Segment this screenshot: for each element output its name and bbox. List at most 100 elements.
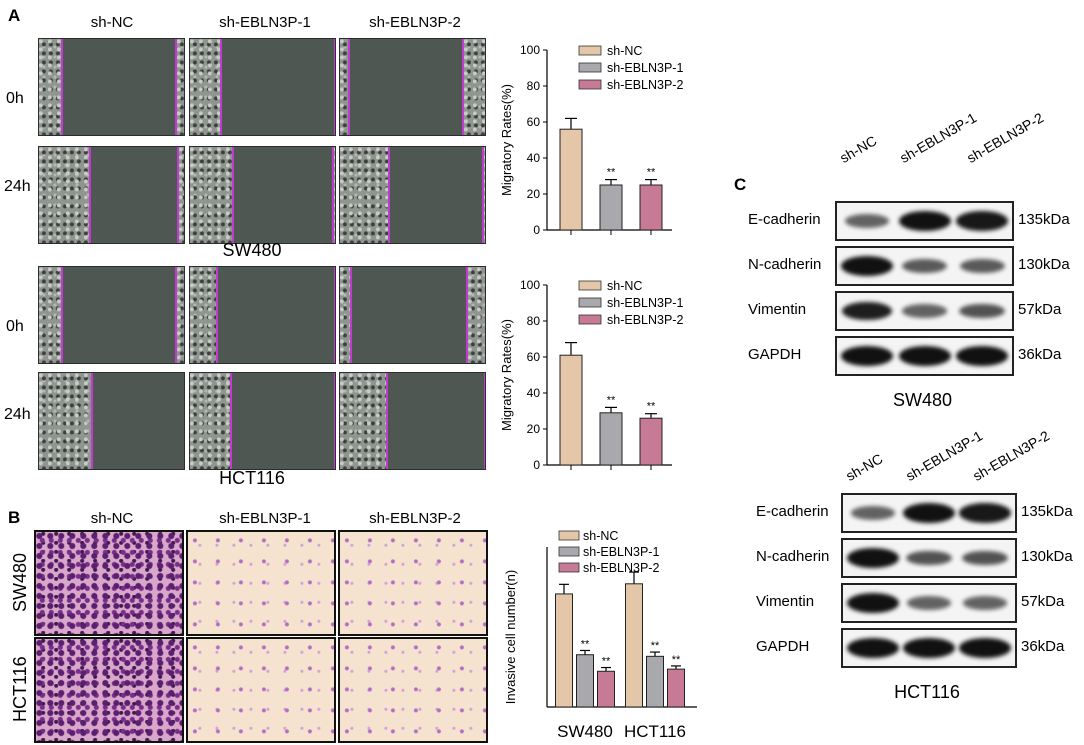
migration-chart-hct116: 0 20 40 60 80 100 Migratory Rates(%) ** ** sh-NC s…: [499, 278, 683, 472]
wound-image-hct116-24h-2: [189, 372, 336, 470]
band-sw480-vimentin-3: [959, 303, 1005, 319]
wound-image-sw480-0h-3: [339, 38, 486, 136]
panel-letter-a: A: [8, 6, 21, 25]
size-label-hct116-2: 130kDa: [1021, 548, 1073, 565]
band-sw480-e-cadherin-3: [956, 211, 1008, 231]
legend-swatch: [578, 45, 602, 56]
legend-swatch: [578, 62, 602, 73]
protein-label-hct116-1: E-cadherin: [756, 503, 829, 520]
bar-sh-EBLN3P-2: [639, 184, 663, 231]
legend-swatch: [558, 530, 580, 541]
y-tick-label: 80: [527, 314, 541, 328]
bar-sh-EBLN3P-2: [639, 417, 663, 466]
protein-label-sw480-4: GAPDH: [748, 346, 802, 363]
significance-label: **: [602, 656, 611, 668]
transwell-image-sw480-1: [34, 530, 184, 636]
band-hct116-e-cadherin-1: [850, 506, 896, 520]
bar-sh-NC: [559, 354, 583, 466]
band-hct116-gapdh-3: [959, 638, 1011, 658]
time-label-hct116-0h: 0h: [6, 318, 24, 335]
legend-entry: sh-NC: [607, 44, 642, 58]
size-label-hct116-3: 57kDa: [1021, 593, 1065, 610]
band-sw480-gapdh-2: [898, 346, 951, 366]
transwell-image-hct116-2: [186, 637, 336, 743]
y-axis-label: Migratory Rates(%): [499, 319, 514, 431]
migration-chart-sw480: 0 20 40 60 80 100 Migratory Rates(%) ** ** sh-NC s…: [499, 43, 683, 237]
band-sw480-gapdh-3: [956, 346, 1008, 366]
band-hct116-vimentin-3: [962, 596, 1008, 610]
bar-SW480-sh-NC: [555, 593, 573, 708]
y-tick-label: 100: [520, 43, 540, 57]
protein-label-sw480-1: E-cadherin: [748, 211, 821, 228]
protein-label-hct116-4: GAPDH: [756, 638, 810, 655]
legend-swatch: [578, 79, 602, 90]
wound-image-sw480-24h-1: [38, 146, 185, 244]
y-tick-label: 0: [533, 458, 540, 472]
cell-line-label-a-hct116: HCT116: [219, 468, 285, 488]
band-sw480-e-cadherin-2: [898, 211, 951, 231]
band-hct116-n-cadherin-3: [962, 550, 1008, 566]
wound-image-sw480-24h-3: [339, 146, 486, 244]
bar-HCT116-sh-EBLN3P-1: [646, 655, 664, 708]
size-label-sw480-3: 57kDa: [1018, 301, 1062, 318]
wound-image-hct116-0h-2: [189, 266, 336, 364]
y-tick-label: 40: [527, 151, 541, 165]
cell-line-label-c-hct116: HCT116: [894, 682, 960, 702]
blot-strip-hct116-e-cadherin: [841, 493, 1017, 533]
legend-swatch: [558, 546, 580, 557]
time-label-sw480-24h: 24h: [4, 178, 31, 195]
row-label-b-sw480: SW480: [10, 552, 30, 612]
protein-label-sw480-3: Vimentin: [748, 301, 807, 318]
band-sw480-n-cadherin-2: [902, 259, 947, 273]
wound-image-sw480-24h-2: [189, 146, 336, 244]
wound-image-hct116-24h-3: [339, 372, 486, 470]
panel-letter-b: B: [8, 508, 21, 527]
y-tick-label: 40: [527, 386, 541, 400]
lane-label-sw480-1: sh-NC: [837, 132, 880, 166]
transwell-image-hct116-3: [338, 637, 488, 743]
bar-HCT116-sh-NC: [625, 583, 643, 708]
band-hct116-vimentin-1: [847, 593, 899, 613]
band-sw480-n-cadherin-1: [841, 256, 893, 276]
size-label-sw480-4: 36kDa: [1018, 346, 1062, 363]
blot-strip-hct116-n-cadherin: [841, 538, 1017, 578]
size-label-hct116-1: 135kDa: [1021, 503, 1073, 520]
blot-strip-sw480-e-cadherin: [835, 201, 1014, 241]
y-axis-label: Migratory Rates(%): [499, 84, 514, 196]
wound-image-hct116-24h-1: [38, 372, 185, 470]
bar-sh-EBLN3P-1: [599, 412, 623, 466]
size-label-hct116-4: 36kDa: [1021, 638, 1065, 655]
transwell-image-sw480-2: [186, 530, 336, 636]
transwell-image-sw480-3: [338, 530, 488, 636]
significance-label: **: [607, 394, 616, 406]
panel-letter-c: C: [734, 175, 747, 194]
y-tick-label: 0: [533, 223, 540, 237]
group-label-a-2: sh-EBLN3P-1: [219, 14, 311, 31]
legend-swatch: [578, 297, 602, 308]
blot-strip-sw480-gapdh: [835, 336, 1014, 376]
significance-label: **: [651, 640, 660, 652]
y-tick-label: 20: [527, 187, 541, 201]
time-label-sw480-0h: 0h: [6, 90, 24, 107]
y-tick-label: 80: [527, 79, 541, 93]
bar-sh-NC: [559, 128, 583, 231]
band-hct116-n-cadherin-2: [906, 550, 952, 566]
group-label-a-3: sh-EBLN3P-2: [369, 14, 461, 31]
legend-entry: sh-EBLN3P-1: [607, 296, 683, 310]
y-tick-label: 100: [520, 278, 540, 292]
invasion-chart: Invasive cell number(n) ** ** SW480 ** ** HCT1…: [503, 529, 697, 741]
wound-image-hct116-0h-1: [38, 266, 185, 364]
wound-image-sw480-0h-1: [38, 38, 185, 136]
band-hct116-vimentin-2: [906, 596, 952, 610]
blot-strip-sw480-n-cadherin: [835, 246, 1014, 286]
protein-label-sw480-2: N-cadherin: [748, 256, 822, 273]
protein-label-hct116-3: Vimentin: [756, 593, 815, 610]
wound-image-sw480-0h-2: [189, 38, 336, 136]
legend-swatch: [558, 562, 580, 573]
significance-label: **: [647, 167, 656, 179]
cell-line-label-a-sw480: SW480: [222, 240, 282, 260]
blot-strip-sw480-vimentin: [835, 291, 1014, 331]
blot-strip-hct116-gapdh: [841, 628, 1017, 668]
y-tick-label: 60: [527, 350, 541, 364]
bar-HCT116-sh-EBLN3P-2: [667, 668, 685, 708]
